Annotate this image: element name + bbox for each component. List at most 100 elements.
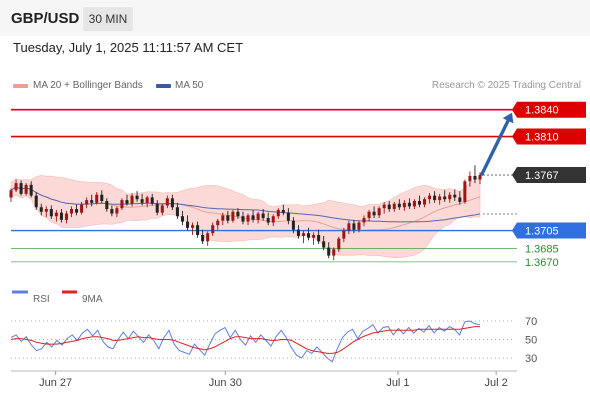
x-tick-label: Jul 2 (485, 377, 508, 389)
projection-layer (480, 112, 514, 176)
candle-body (34, 195, 38, 208)
projection-arrow-head (502, 112, 514, 124)
candle-body (448, 194, 452, 200)
timeframe-badge[interactable]: 30 MIN (83, 7, 133, 31)
rsi-legend-label: RSI (33, 294, 50, 305)
candle-body (59, 212, 63, 220)
candle-body (29, 184, 33, 196)
candle-body (463, 181, 467, 202)
level-label-text: 1.3767 (525, 170, 559, 182)
credit-text: Research © 2025 Trading Central (431, 80, 581, 91)
candle-body (165, 198, 169, 206)
candle-body (357, 222, 361, 230)
candle-body (362, 218, 366, 223)
candle-body (75, 209, 79, 213)
candle-body (312, 235, 316, 238)
moving-average-layer (10, 186, 481, 231)
candle-body (135, 195, 139, 200)
candle-body (261, 213, 265, 219)
candle-body (44, 209, 48, 212)
candle-body (64, 213, 68, 220)
rsi-level-label: 50 (525, 335, 537, 347)
candle-body (438, 196, 442, 201)
ma20-legend-swatch (13, 84, 28, 88)
rsi-level-label: 30 (525, 353, 537, 365)
candle-body (453, 194, 457, 198)
candle-body (226, 215, 230, 221)
ma50-legend-swatch (156, 84, 171, 88)
candle-body (281, 209, 285, 213)
rsi-layer: 70 50 30 (10, 316, 537, 365)
candle-body (372, 211, 376, 216)
candle-body (105, 201, 109, 210)
candle-body (145, 197, 149, 203)
candle-body (322, 241, 326, 248)
ma9-legend-label: 9MA (82, 294, 103, 305)
x-axis-layer: Jun 27 Jun 30 Jul 1 Jul 2 (39, 371, 508, 389)
x-tick-label: Jun 30 (209, 377, 242, 389)
candle-body (140, 199, 144, 203)
ma20-legend-label: MA 20 + Bollinger Bands (33, 80, 143, 91)
candle-body (110, 209, 114, 214)
candle-body (332, 249, 336, 256)
candle-body (407, 202, 411, 207)
candle-body (130, 195, 134, 204)
candle-body (266, 218, 270, 223)
candle-body (70, 209, 74, 214)
candle-body (216, 220, 220, 226)
candle-body (85, 200, 89, 205)
candle-body (160, 205, 164, 213)
candle-body (155, 203, 159, 213)
candle-body (170, 198, 174, 208)
candle-body (39, 207, 43, 212)
candle-body (246, 215, 250, 222)
level-label-text: 1.3670 (525, 257, 559, 269)
rsi-level-label: 70 (525, 316, 537, 328)
ma50-line (10, 186, 481, 223)
level-label-box (512, 101, 586, 118)
rsi-ma-line (10, 326, 480, 354)
timestamp: Tuesday, July 1, 2025 11:11:57 AM CET (13, 40, 244, 55)
x-tick-label: Jun 27 (39, 377, 72, 389)
header-bar: GBP/USD 30 MIN (0, 0, 590, 36)
candle-body (185, 221, 190, 228)
candle-body (417, 201, 421, 205)
candle-body (342, 230, 346, 239)
level-labels-layer: 1.3840 1.3810 1.3767 1.3705 1.3685 1.3670 (512, 101, 586, 269)
candle-body (301, 233, 306, 236)
level-label-box (512, 167, 586, 184)
candle-body (196, 225, 200, 236)
candle-body (443, 196, 447, 200)
candle-body (392, 203, 396, 210)
candle-body (201, 235, 205, 242)
candle-body (473, 175, 477, 180)
bollinger-band (10, 174, 481, 259)
level-label-text: 1.3685 (525, 243, 559, 255)
candle-body (180, 216, 184, 222)
candle-body (24, 184, 28, 194)
candle-body (49, 209, 53, 217)
ma50-legend-label: MA 50 (175, 80, 204, 91)
candle-body (241, 216, 245, 222)
candle-body (296, 229, 300, 236)
candle-body (337, 238, 341, 250)
candle-body (397, 203, 401, 208)
candle-body (317, 235, 321, 242)
candle-body (367, 211, 371, 219)
candle-body (221, 215, 225, 221)
candle-body (100, 194, 104, 202)
candle-body (80, 204, 84, 213)
candle-body (19, 183, 23, 194)
rsi-line (10, 320, 481, 363)
candle-body (115, 208, 119, 214)
candle-body (54, 212, 58, 217)
candles-layer (9, 165, 482, 261)
candle-body (286, 212, 290, 221)
candle-body (9, 190, 13, 198)
candle-body (352, 223, 356, 230)
candle-body (276, 209, 280, 217)
candle-body (468, 175, 472, 182)
candle-body (291, 220, 295, 230)
candle-body (423, 199, 427, 205)
